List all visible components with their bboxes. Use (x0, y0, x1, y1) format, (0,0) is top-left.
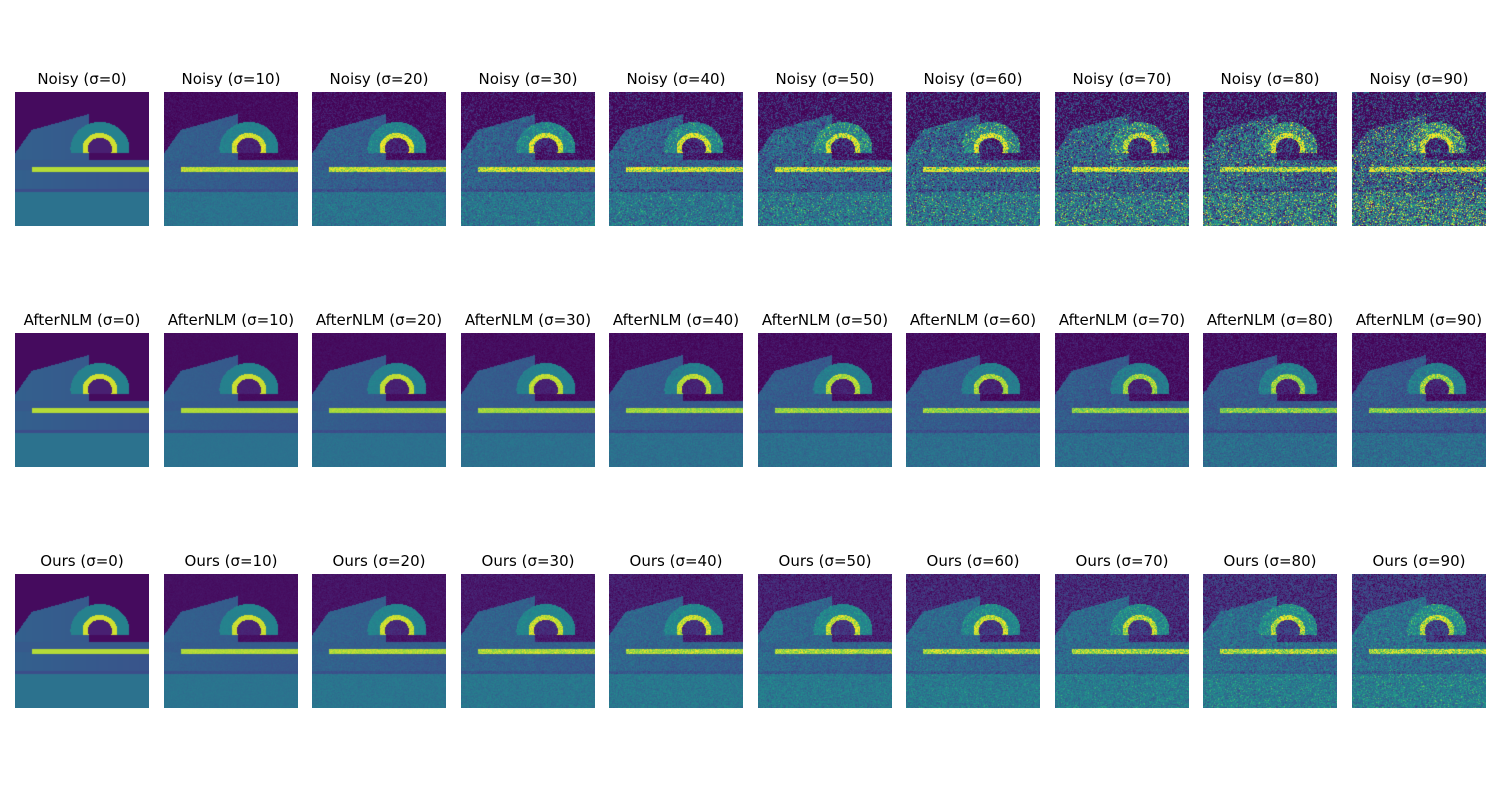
panel-image (609, 574, 743, 708)
panel-title: AfterNLM (σ=0) (23, 311, 141, 329)
panel-image (1055, 574, 1189, 708)
panel-title: Noisy (σ=70) (1072, 70, 1172, 88)
panel-title: AfterNLM (σ=50) (761, 311, 889, 329)
panel-title: Ours (σ=80) (1223, 552, 1317, 570)
panel-title: AfterNLM (σ=30) (464, 311, 592, 329)
panel-title: Ours (σ=70) (1075, 552, 1169, 570)
panel-image (461, 92, 595, 226)
panel-image (758, 333, 892, 467)
panel-title: Ours (σ=40) (629, 552, 723, 570)
panel-image (1352, 574, 1486, 708)
panel-title: Noisy (σ=30) (478, 70, 578, 88)
panel-title: Noisy (σ=10) (181, 70, 281, 88)
panel-image (1203, 92, 1337, 226)
panel-title: Noisy (σ=50) (775, 70, 875, 88)
panel-image (609, 92, 743, 226)
panel-image (15, 333, 149, 467)
panel-image (609, 333, 743, 467)
panel-image (15, 574, 149, 708)
panel-image (312, 574, 446, 708)
panel-image (164, 574, 298, 708)
panel-title: Noisy (σ=40) (626, 70, 726, 88)
panel-image (1203, 333, 1337, 467)
panel-image (906, 333, 1040, 467)
panel-title: Noisy (σ=60) (923, 70, 1023, 88)
panel-image (1055, 333, 1189, 467)
panel-image (758, 92, 892, 226)
panel-title: AfterNLM (σ=10) (167, 311, 295, 329)
panel-image (461, 574, 595, 708)
panel-image (1352, 333, 1486, 467)
panel-title: Ours (σ=20) (332, 552, 426, 570)
panel-title: Ours (σ=10) (184, 552, 278, 570)
panel-title: Noisy (σ=80) (1220, 70, 1320, 88)
panel-image (906, 92, 1040, 226)
panel-title: Ours (σ=90) (1372, 552, 1466, 570)
panel-title: Noisy (σ=0) (37, 70, 127, 88)
panel-title: AfterNLM (σ=70) (1058, 311, 1186, 329)
panel-title: Noisy (σ=90) (1369, 70, 1469, 88)
panel-title: Ours (σ=60) (926, 552, 1020, 570)
panel-image (312, 333, 446, 467)
panel-image (15, 92, 149, 226)
panel-image (1352, 92, 1486, 226)
panel-title: Ours (σ=0) (40, 552, 124, 570)
panel-title: Ours (σ=30) (481, 552, 575, 570)
panel-image (312, 92, 446, 226)
panel-title: AfterNLM (σ=20) (315, 311, 443, 329)
panel-image (1203, 574, 1337, 708)
panel-image (758, 574, 892, 708)
panel-image (461, 333, 595, 467)
panel-image (906, 574, 1040, 708)
panel-image (164, 92, 298, 226)
panel-title: Ours (σ=50) (778, 552, 872, 570)
panel-title: AfterNLM (σ=80) (1206, 311, 1334, 329)
panel-image (1055, 92, 1189, 226)
panel-title: AfterNLM (σ=90) (1355, 311, 1483, 329)
panel-image (164, 333, 298, 467)
panel-title: AfterNLM (σ=40) (612, 311, 740, 329)
panel-title: AfterNLM (σ=60) (909, 311, 1037, 329)
panel-title: Noisy (σ=20) (329, 70, 429, 88)
